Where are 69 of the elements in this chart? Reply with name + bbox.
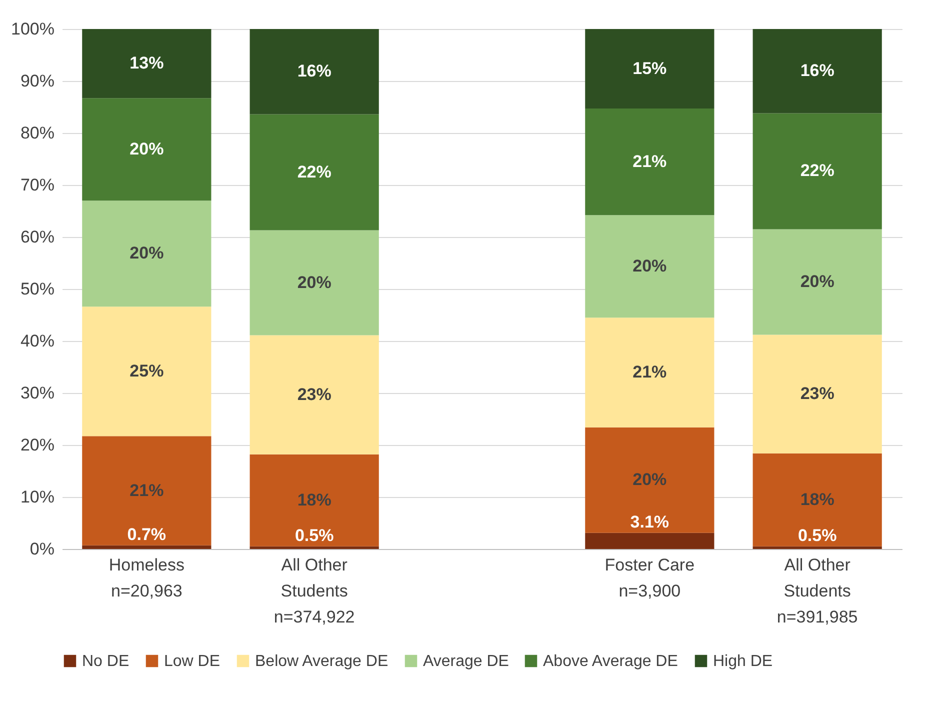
data-label: 0.5% [798,526,837,545]
data-label: 21% [632,362,667,382]
data-label: 0.7% [127,524,166,544]
bar [250,335,379,454]
bar [585,29,714,109]
data-label: 18% [297,490,332,510]
data-label: 22% [800,161,834,180]
data-label: 15% [632,58,667,78]
y-tick-label: 90% [20,72,54,90]
bar [585,427,714,533]
bar [82,306,212,436]
bar [585,215,714,318]
bar [585,108,714,216]
x-tick-label: All Other Students n=391,985 [776,556,858,626]
legend-label: Above Average DE [543,653,678,670]
y-tick-label: 60% [20,228,54,246]
bar [250,454,379,546]
bar [82,98,212,201]
bar [752,229,882,335]
data-label: 20% [632,470,667,490]
bar [250,230,379,336]
legend-label: No DE [82,653,130,670]
y-tick-label: 100% [11,20,54,38]
bar [752,29,882,114]
bar [82,200,212,307]
data-label: 23% [800,384,834,404]
legend-label: High DE [713,653,773,670]
y-tick-label: 20% [20,436,54,454]
bar [752,113,882,230]
data-label: 16% [297,62,332,81]
data-label: 18% [800,490,834,509]
bar [82,436,212,546]
data-label: 20% [297,272,332,292]
bar [752,334,882,454]
data-label: 22% [297,162,332,182]
bar [250,546,379,549]
x-tick-label: All Other Students n=374,922 [274,556,355,626]
data-label: 3.1% [630,512,670,532]
bar [752,453,882,546]
data-label: 16% [800,61,834,80]
y-tick-label: 70% [20,176,54,194]
data-label: 20% [130,244,164,263]
bar [82,29,212,98]
bar [752,546,882,549]
legend-label: Low DE [164,653,220,670]
data-label: 20% [632,256,667,276]
data-label: 0.5% [294,526,334,545]
bar [250,114,379,230]
y-tick-label: 80% [20,124,54,142]
data-label: 20% [130,139,164,158]
bar [250,29,379,114]
data-label: 20% [800,272,834,291]
y-tick-label: 30% [20,384,54,402]
y-tick-label: 40% [20,332,54,350]
bar [585,318,714,428]
legend-label: Average DE [423,653,509,670]
data-label: 23% [297,384,332,404]
bar [585,532,714,549]
data-label: 13% [130,54,164,73]
data-label: 25% [130,361,164,380]
legend-label: Below Average DE [255,653,388,670]
data-label: 21% [632,152,667,171]
data-label: 21% [130,480,164,500]
bar [82,545,212,549]
y-tick-label: 50% [20,280,54,298]
y-tick-label: 10% [20,488,54,506]
y-tick-label: 0% [30,540,54,558]
x-tick-label: Homeless n=20,963 [108,556,184,600]
x-tick-label: Foster Care n=3,900 [604,556,695,600]
